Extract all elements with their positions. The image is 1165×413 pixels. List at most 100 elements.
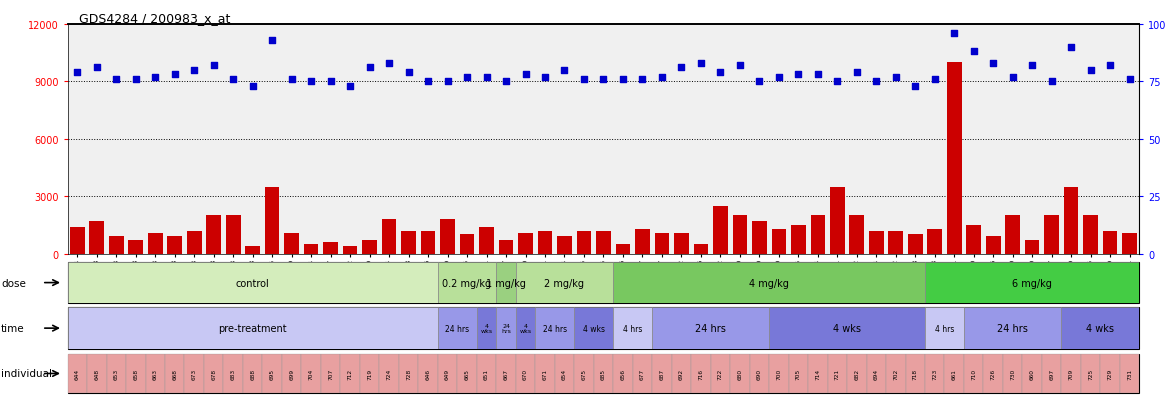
Bar (730, 354, 749, 393)
Bar (87, 354, 106, 393)
Point (984, 60, 1003, 67)
Point (672, 65, 691, 71)
Bar (90, 221, 104, 254)
Bar (869, 231, 883, 254)
Text: 673: 673 (192, 368, 197, 379)
Bar (791, 225, 806, 254)
Point (322, 79, 340, 85)
Bar (401, 231, 416, 254)
Text: 718: 718 (912, 368, 918, 379)
Bar (711, 354, 730, 393)
Point (536, 74, 555, 81)
Text: 661: 661 (952, 368, 956, 379)
Bar (1005, 216, 1021, 254)
Bar (204, 354, 224, 393)
Point (224, 76, 242, 83)
Bar (226, 216, 240, 254)
Bar (672, 354, 691, 393)
Bar (362, 241, 377, 254)
Bar (652, 354, 672, 393)
Bar (594, 354, 613, 393)
Bar (753, 221, 767, 254)
Point (1101, 63, 1120, 69)
Point (750, 79, 769, 85)
Bar (460, 235, 474, 254)
Bar (1120, 354, 1139, 393)
Point (906, 83, 925, 90)
Text: 658: 658 (133, 368, 139, 379)
Bar (613, 262, 925, 304)
Bar (1044, 216, 1059, 254)
Text: 4 wks: 4 wks (1087, 323, 1115, 333)
Text: 648: 648 (94, 368, 99, 379)
Text: 24
hrs: 24 hrs (501, 323, 511, 333)
Text: 663: 663 (153, 368, 157, 379)
Bar (963, 308, 1061, 349)
Bar (945, 354, 963, 393)
Bar (789, 354, 809, 393)
Point (516, 72, 535, 78)
Text: 702: 702 (894, 368, 898, 379)
Point (282, 76, 301, 83)
Bar (518, 233, 532, 254)
Bar (246, 246, 260, 254)
Bar (1061, 354, 1081, 393)
Bar (811, 216, 825, 254)
Text: 707: 707 (329, 368, 333, 379)
Point (1003, 74, 1022, 81)
Point (965, 49, 983, 56)
Text: 675: 675 (581, 368, 586, 379)
Bar (691, 354, 711, 393)
Point (302, 79, 320, 85)
Bar (908, 235, 923, 254)
Bar (68, 308, 438, 349)
Bar (418, 354, 438, 393)
Text: 680: 680 (737, 368, 742, 379)
Point (107, 76, 126, 83)
Bar (1023, 354, 1042, 393)
Bar (635, 229, 650, 254)
Text: 716: 716 (698, 368, 704, 379)
Text: 646: 646 (425, 368, 431, 379)
Text: 714: 714 (816, 368, 820, 379)
Bar (496, 308, 516, 349)
Bar (282, 354, 302, 393)
Text: 721: 721 (835, 368, 840, 379)
Bar (304, 244, 318, 254)
Bar (927, 229, 942, 254)
Bar (1103, 231, 1117, 254)
Text: 24 hrs: 24 hrs (445, 324, 469, 333)
Bar (499, 241, 514, 254)
Bar (479, 227, 494, 254)
Text: 644: 644 (75, 368, 80, 379)
Point (496, 79, 515, 85)
Bar (126, 354, 146, 393)
Bar (613, 354, 633, 393)
Bar (749, 354, 769, 393)
Bar (146, 354, 165, 393)
Text: 0.2 mg/kg: 0.2 mg/kg (443, 278, 492, 288)
Text: 1 mg/kg: 1 mg/kg (486, 278, 525, 288)
Bar (829, 187, 845, 254)
Bar (421, 231, 436, 254)
Bar (165, 354, 184, 393)
Text: 730: 730 (1010, 368, 1015, 379)
Text: 671: 671 (543, 368, 548, 379)
Bar (769, 354, 789, 393)
Point (1081, 67, 1100, 74)
Point (692, 60, 711, 67)
Bar (476, 354, 496, 393)
Bar (243, 354, 262, 393)
Point (730, 63, 749, 69)
Bar (925, 354, 945, 393)
Point (847, 70, 866, 76)
Point (945, 31, 963, 37)
Bar (320, 354, 340, 393)
Point (165, 72, 184, 78)
Point (243, 83, 262, 90)
Bar (224, 354, 243, 393)
Point (263, 38, 282, 44)
Point (809, 72, 827, 78)
Bar (577, 231, 592, 254)
Bar (168, 237, 182, 254)
